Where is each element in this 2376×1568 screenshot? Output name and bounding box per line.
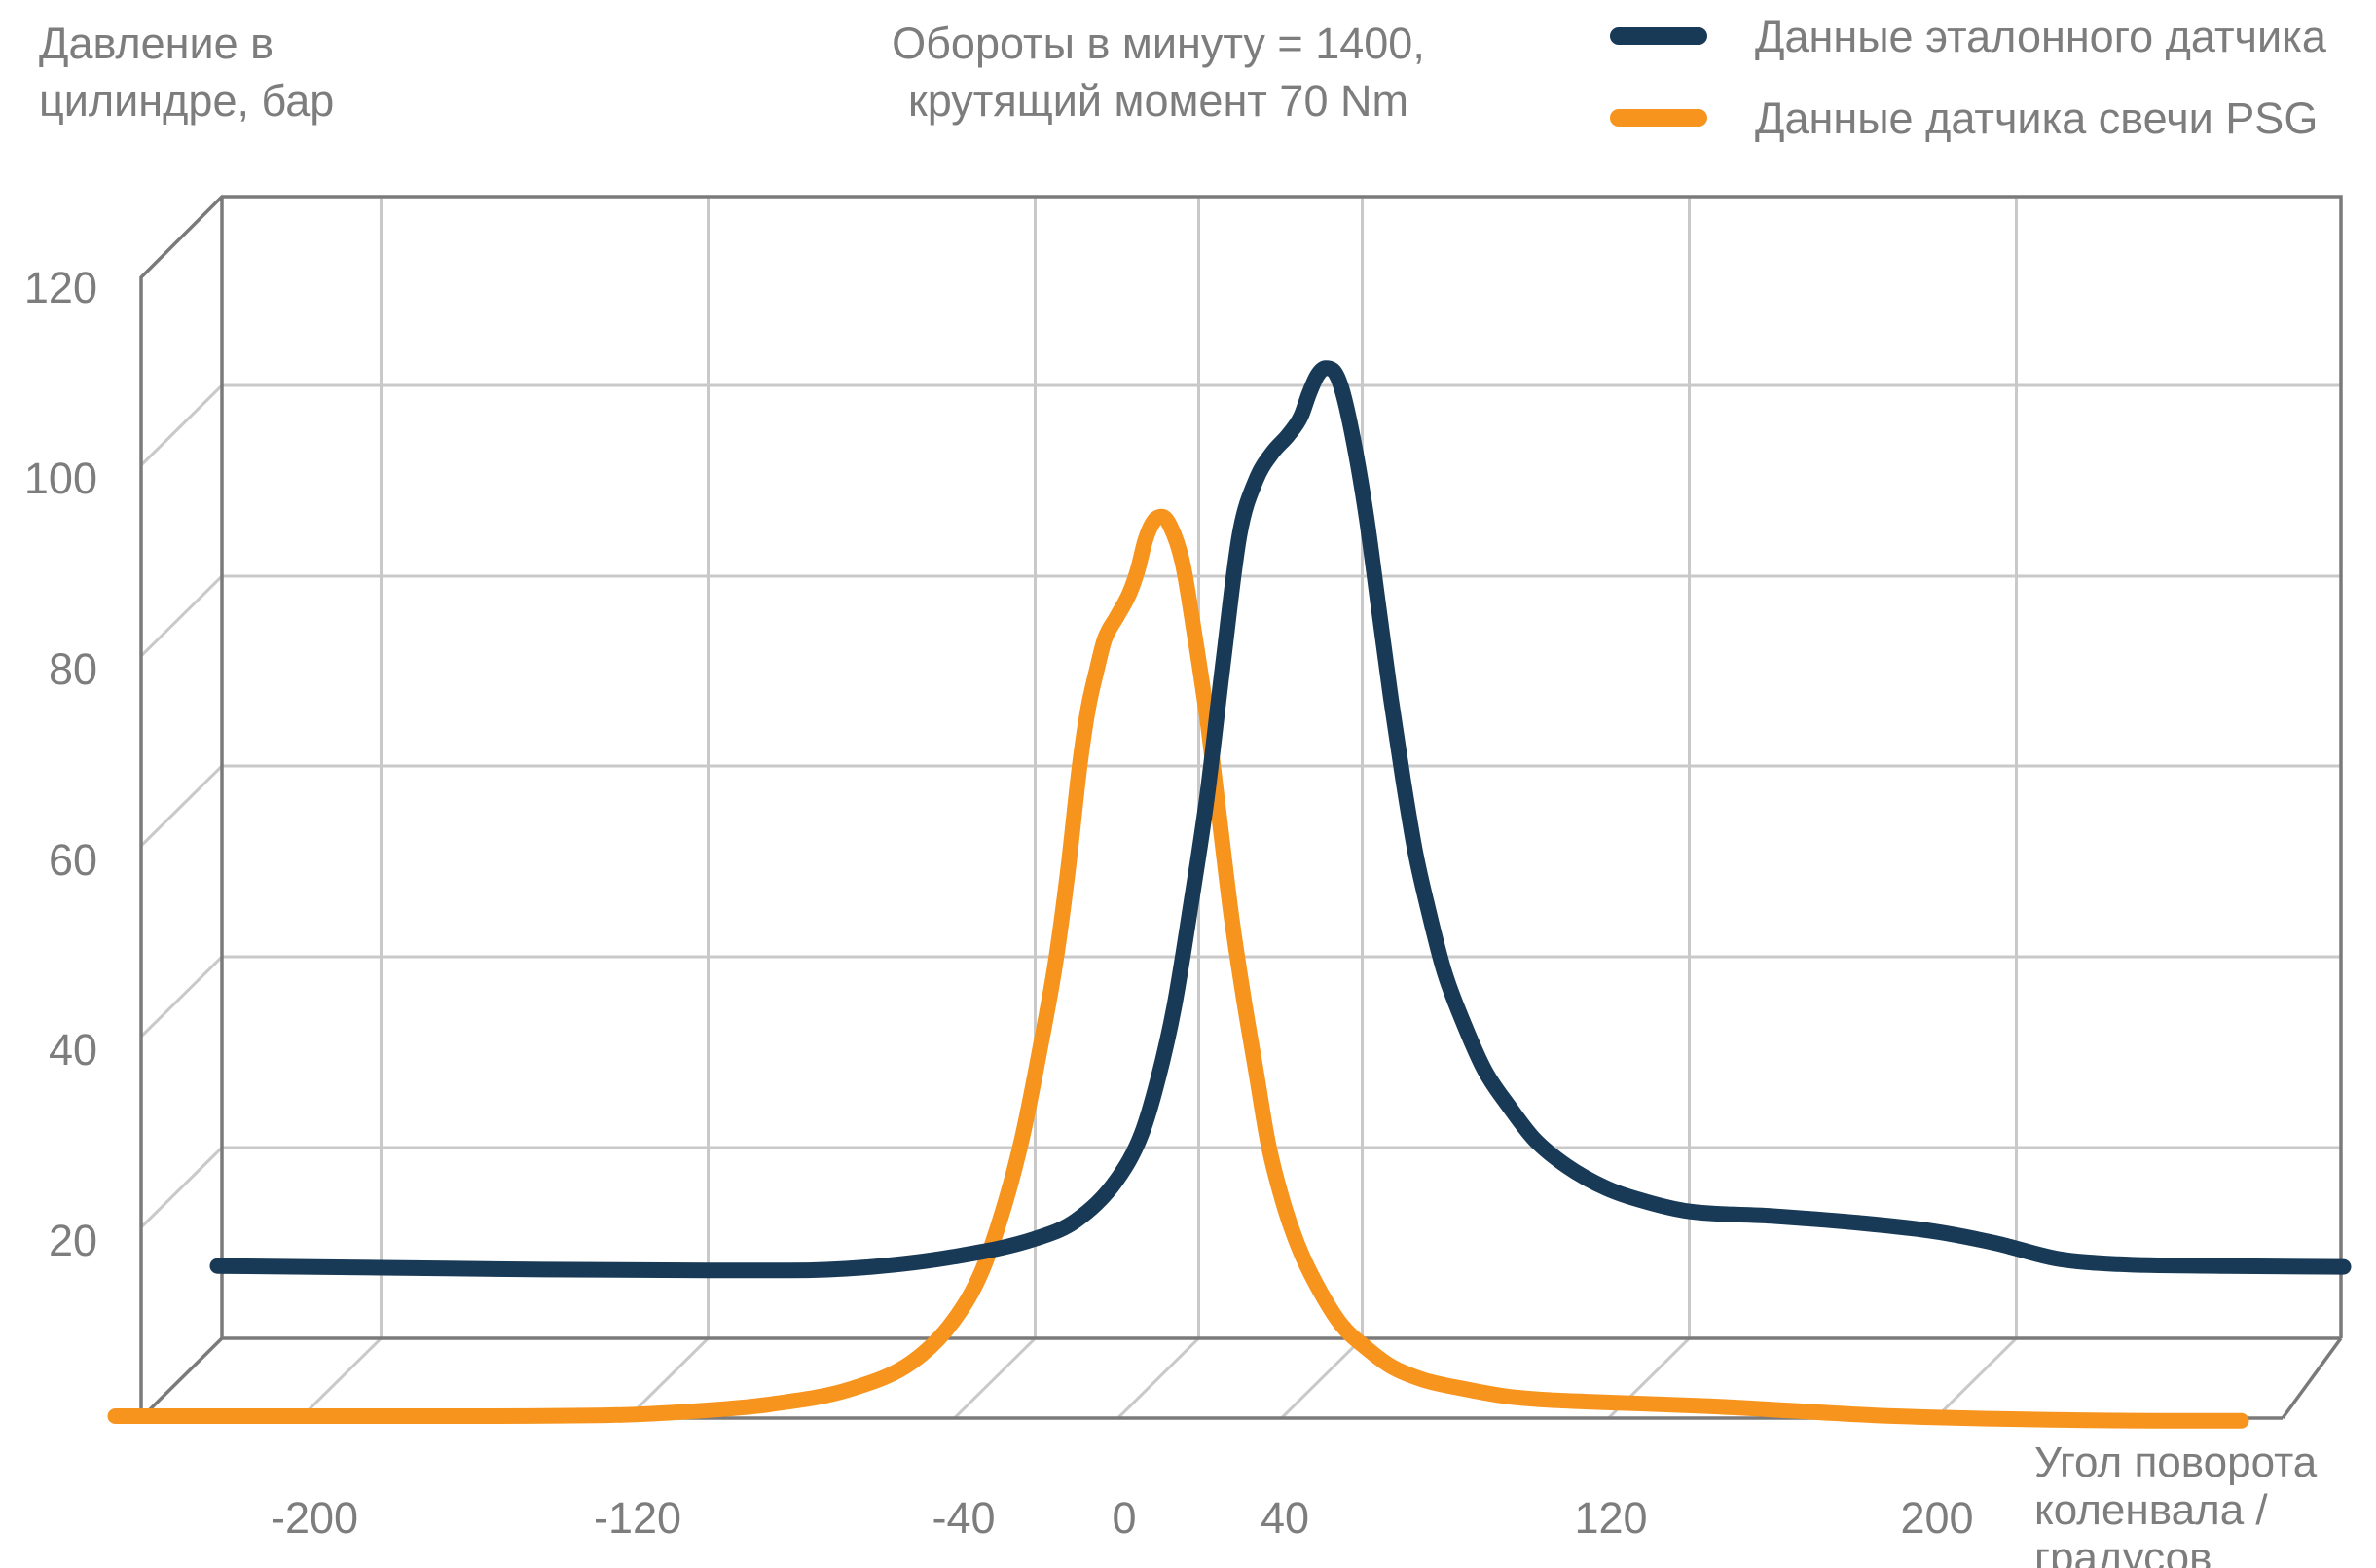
legend-label: Данные эталонного датчика bbox=[1755, 12, 2327, 61]
legend-label: Данные датчика свечи PSG bbox=[1755, 93, 2318, 143]
annotation-line: крутящий момент 70 Nm bbox=[908, 76, 1408, 126]
grid-floor-diagonal bbox=[1280, 1336, 1364, 1420]
series-lines bbox=[107, 360, 2352, 1429]
y-tick-label: 120 bbox=[24, 263, 97, 312]
frame-right-floor-edge bbox=[2281, 1336, 2343, 1420]
frame-left-floor-edge bbox=[139, 1336, 224, 1420]
grid-side-diagonal bbox=[139, 955, 224, 1039]
grid-floor-diagonal bbox=[299, 1336, 383, 1420]
x-tick-label: 0 bbox=[1112, 1493, 1136, 1543]
series-line-0 bbox=[209, 360, 2352, 1279]
x-axis-title-line: коленвала / bbox=[2034, 1486, 2268, 1534]
frame-back-wall bbox=[139, 195, 2343, 1418]
grid-side-diagonal bbox=[139, 574, 224, 658]
grid-side-diagonal bbox=[139, 764, 224, 848]
y-tick-label: 80 bbox=[49, 644, 97, 694]
chart-frame bbox=[139, 195, 2343, 1420]
x-tick-label: -40 bbox=[932, 1493, 995, 1543]
x-axis-title-line: градусов bbox=[2034, 1534, 2212, 1568]
x-tick-label: 200 bbox=[1900, 1493, 1973, 1543]
y-axis-title-line: Давление в bbox=[39, 18, 274, 68]
y-tick-label: 100 bbox=[24, 454, 97, 503]
chart-text: 20 40 60 80 100 120 -200 -120 -40 0 40 120 200 Давлен… bbox=[24, 12, 2327, 1568]
y-axis-title-line: цилиндре, бар bbox=[39, 76, 334, 126]
grid-floor-diagonal bbox=[1116, 1336, 1200, 1420]
y-tick-label: 40 bbox=[49, 1025, 97, 1075]
annotation-line: Обороты в минуту = 1400, bbox=[892, 18, 1425, 68]
grid bbox=[139, 197, 2341, 1420]
grid-side-diagonal bbox=[139, 1146, 224, 1229]
x-tick-label: 40 bbox=[1261, 1493, 1309, 1543]
x-tick-label: 120 bbox=[1574, 1493, 1647, 1543]
grid-side-diagonal bbox=[139, 383, 224, 467]
x-tick-label: -200 bbox=[271, 1493, 358, 1543]
y-tick-label: 20 bbox=[49, 1216, 97, 1265]
y-tick-label: 60 bbox=[49, 835, 97, 885]
grid-floor-diagonal bbox=[953, 1336, 1037, 1420]
x-tick-label: -120 bbox=[594, 1493, 681, 1543]
series-line-1 bbox=[107, 508, 2249, 1429]
grid-floor-diagonal bbox=[626, 1336, 710, 1420]
grid-floor-diagonal bbox=[1934, 1336, 2018, 1420]
x-axis-title-line: Угол поворота bbox=[2034, 1439, 2318, 1486]
